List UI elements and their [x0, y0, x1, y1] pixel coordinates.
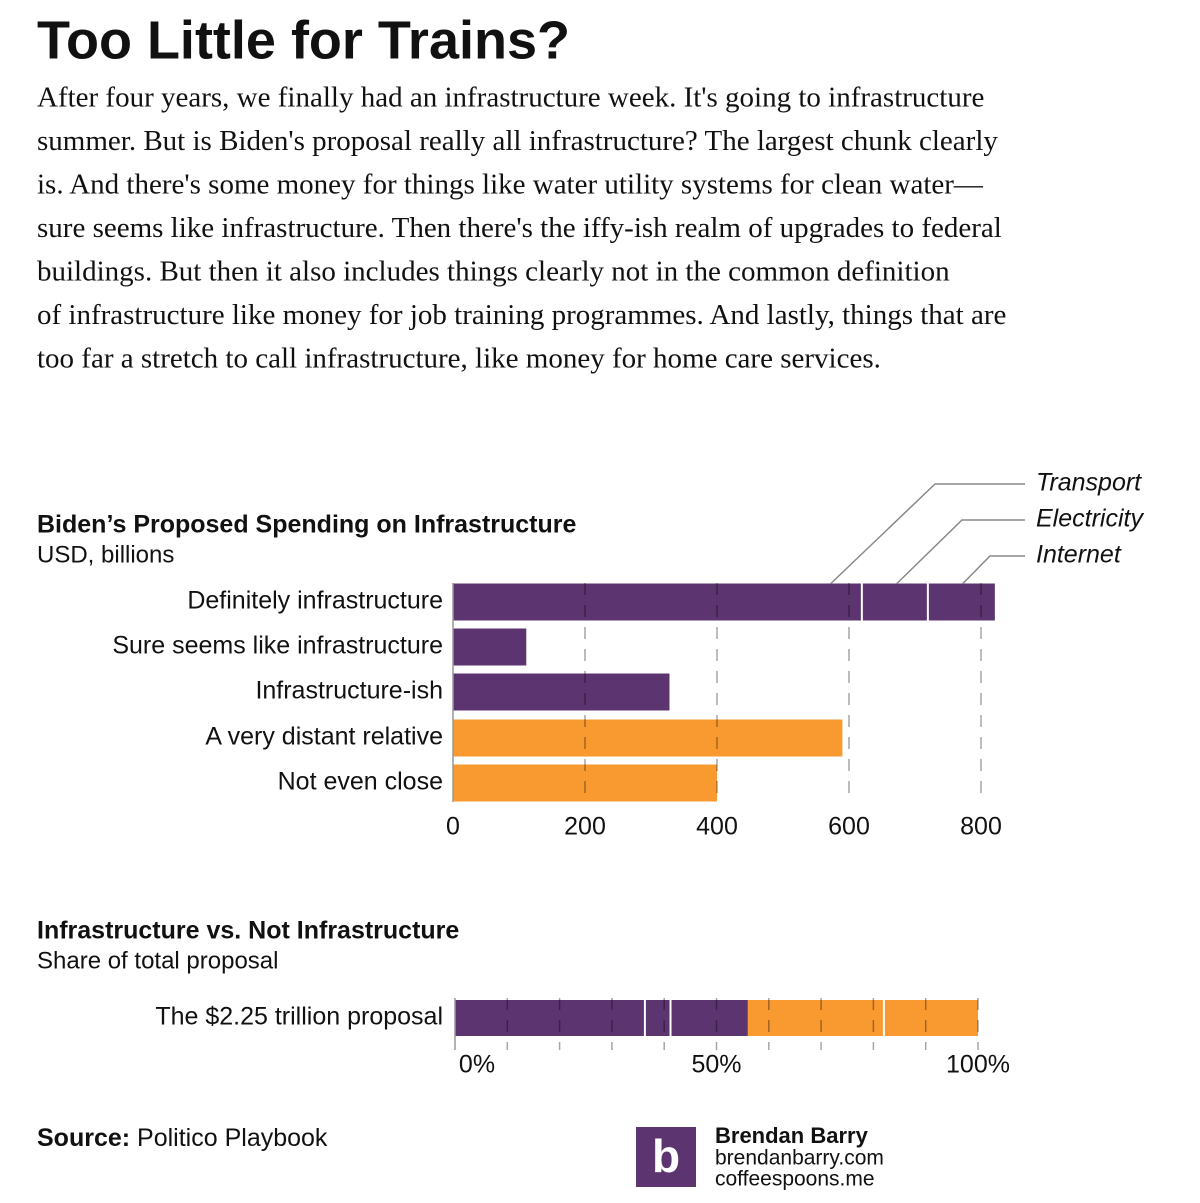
x-tick-label: 0%	[459, 1051, 495, 1079]
bar-segment	[884, 1000, 978, 1036]
category-label: Definitely infrastructure	[187, 587, 443, 615]
callout-line	[830, 483, 1025, 585]
bar-segment	[455, 1000, 644, 1036]
bar-segment	[862, 583, 927, 621]
bar-segment	[928, 583, 995, 621]
chart-title: Infrastructure vs. Not Infrastructure	[37, 917, 459, 945]
bar-segment	[453, 628, 527, 666]
logo-letter: b	[652, 1130, 680, 1182]
x-tick-label: 600	[828, 813, 870, 841]
bar-segment	[453, 719, 843, 757]
legend-label: Internet	[1036, 541, 1122, 569]
site: coffeespoons.me	[715, 1168, 875, 1191]
intro-line: sure seems like infrastructure. Then the…	[37, 212, 1002, 244]
site: brendanbarry.com	[715, 1147, 884, 1170]
bar-segment	[453, 673, 670, 711]
bar-segment	[747, 1000, 883, 1036]
x-tick-label: 200	[564, 813, 606, 841]
logo-box	[636, 1127, 696, 1187]
intro-line: of infrastructure like money for job tra…	[37, 299, 1006, 331]
intro-line: summer. But is Biden's proposal really a…	[37, 125, 998, 157]
legend-label: Transport	[1036, 469, 1142, 497]
x-tick-label: 100%	[946, 1051, 1010, 1079]
chart-title: Biden’s Proposed Spending on Infrastruct…	[37, 511, 577, 539]
category-label: Infrastructure-ish	[255, 677, 443, 705]
source: Source: Politico Playbook	[37, 1124, 328, 1152]
intro-line: After four years, we finally had an infr…	[37, 82, 984, 114]
source-name: Politico Playbook	[137, 1124, 328, 1152]
category-label: A very distant relative	[205, 723, 443, 751]
callout-line	[896, 519, 1025, 585]
title: Too Little for Trains?	[37, 10, 570, 70]
category-label: Not even close	[278, 768, 443, 796]
chart-subtitle: Share of total proposal	[37, 947, 279, 974]
category-label: The $2.25 trillion proposal	[155, 1003, 443, 1031]
category-label: Sure seems like infrastructure	[112, 632, 443, 660]
legend-label: Electricity	[1036, 505, 1144, 533]
x-tick-label: 0	[446, 813, 460, 841]
x-tick-label: 50%	[691, 1051, 741, 1079]
callout-line	[962, 555, 1025, 585]
x-tick-label: 400	[696, 813, 738, 841]
bar-segment	[645, 1000, 670, 1036]
author: Brendan Barry	[715, 1123, 869, 1148]
bar-segment	[671, 1000, 748, 1036]
bar-segment	[453, 583, 861, 621]
intro-line: too far a stretch to call infrastructure…	[37, 343, 881, 375]
intro-line: buildings. But then it also includes thi…	[37, 256, 950, 288]
source-label: Source:	[37, 1124, 130, 1152]
intro-line: is. And there's some money for things li…	[37, 169, 984, 201]
x-tick-label: 800	[960, 813, 1002, 841]
bar-segment	[453, 764, 717, 802]
chart-subtitle: USD, billions	[37, 541, 174, 568]
